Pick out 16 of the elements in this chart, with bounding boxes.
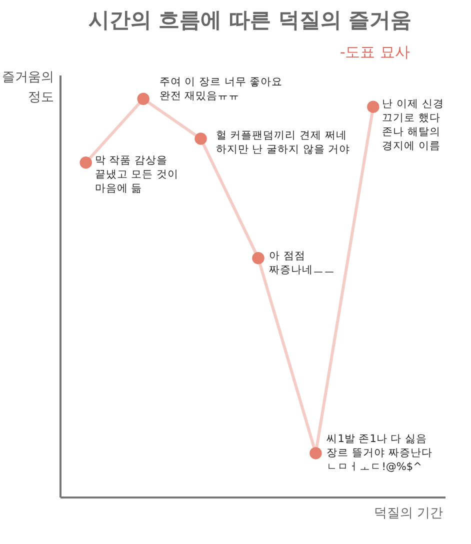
- annotation: 아 점점 짜증나네ㅡㅡ: [269, 250, 336, 276]
- point: [310, 447, 322, 460]
- chart-subtitle: -도표 묘사: [340, 43, 410, 61]
- point: [80, 156, 92, 169]
- y-axis-title: 즐거움의 정도: [2, 70, 54, 105]
- x-axis-title: 덕질의 기간: [374, 506, 443, 521]
- annotation: 난 이제 신경 끄기로 했다 존나 해탈의 경지에 이름: [382, 98, 444, 152]
- annotation: 씨1발 존1나 다 싫음 장르 뜰거야 짜증난다 ㄴㅁㅓㅗㄷ!@%$^: [326, 433, 432, 474]
- annotation: 주여 이 장르 너무 좋아요 완전 재밌음ㅠㅠ: [159, 76, 283, 102]
- point: [137, 92, 150, 105]
- annotation: 막 작품 감상을 끝냈고 모든 것이 마음에 듦: [94, 154, 179, 195]
- point: [367, 100, 380, 113]
- annotation: 헐 커플팬덤끼리 견제 쩌네 하지만 난 굴하지 않을 거야: [216, 130, 350, 156]
- point: [252, 252, 264, 264]
- point: [194, 132, 207, 145]
- chart-title: 시간의 흐름에 따른 덕질의 즐거움: [88, 8, 412, 32]
